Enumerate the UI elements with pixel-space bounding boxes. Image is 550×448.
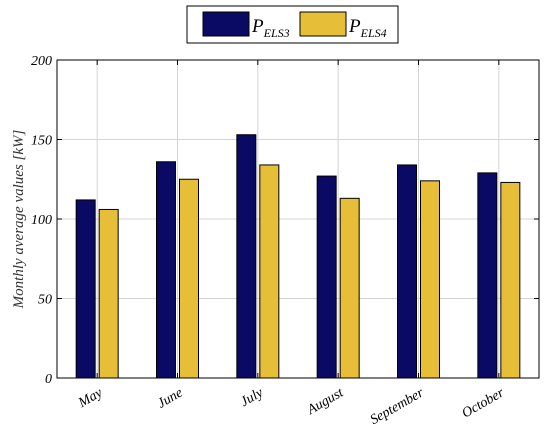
bar-els4-june — [179, 178, 199, 379]
x-tick-label: May — [75, 385, 106, 411]
bar-els4-september — [420, 180, 440, 379]
y-tick-label: 150 — [31, 134, 52, 149]
bar-els3-june — [156, 161, 176, 379]
legend-swatch-2 — [299, 11, 347, 37]
x-tick-label: June — [155, 385, 185, 411]
legend-swatch-1 — [202, 11, 250, 37]
x-tick-label: July — [238, 385, 266, 410]
bars — [75, 134, 521, 379]
plot-frame — [56, 59, 540, 379]
bar-els3-september — [397, 164, 417, 379]
y-tick-labels: 0 50 100 150 200 — [31, 54, 52, 387]
legend-label-2: PELS4 — [348, 16, 387, 40]
legend-entry-1: PELS3 — [202, 11, 290, 40]
bar-els3-october — [477, 172, 498, 379]
y-tick-label: 0 — [45, 372, 52, 387]
bar-els4-october — [500, 181, 521, 379]
y-tick-label: 200 — [31, 54, 52, 69]
legend-entry-2: PELS4 — [299, 11, 387, 40]
bar-els3-august — [316, 175, 337, 379]
x-tick-label: October — [460, 385, 508, 421]
legend: PELS3 PELS4 — [186, 5, 399, 44]
legend-label-1: PELS3 — [251, 16, 290, 40]
x-tick-label: August — [304, 385, 347, 418]
bar-els4-august — [339, 197, 360, 379]
grid — [57, 60, 539, 378]
y-tick-label: 100 — [31, 213, 52, 228]
x-tick-label: September — [368, 385, 427, 428]
axes — [56, 59, 540, 379]
y-tick-label: 50 — [38, 293, 52, 308]
y-axis-label: Monthly average values [kW] — [11, 129, 27, 309]
x-tick-labels: May June July August September October — [75, 385, 507, 428]
bar-els3-may — [75, 199, 96, 379]
bar-els3-july — [236, 134, 257, 379]
bar-els4-may — [98, 208, 119, 379]
bar-els4-july — [259, 164, 280, 379]
